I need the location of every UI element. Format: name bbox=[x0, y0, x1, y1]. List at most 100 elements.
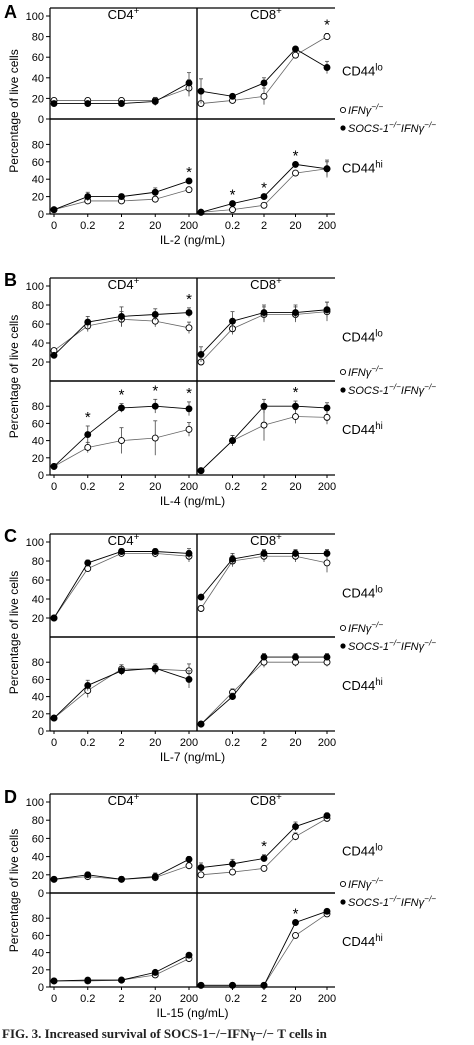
y-tick-label: 60 bbox=[32, 674, 44, 686]
data-point-ifng bbox=[292, 833, 299, 841]
row-label-hi: CD44hi bbox=[342, 159, 383, 175]
legend-marker-open bbox=[339, 624, 347, 632]
subplot-cd8-lo: * bbox=[197, 812, 331, 879]
row-label-hi: CD44hi bbox=[342, 421, 383, 437]
data-point-socs1-ifng bbox=[118, 193, 125, 201]
data-point-socs1-ifng bbox=[84, 976, 92, 984]
row-label-hi: CD44hi bbox=[342, 933, 383, 949]
x-tick-label: 0 bbox=[51, 220, 57, 232]
data-point-socs1-ifng bbox=[229, 555, 236, 563]
data-point-socs1-ifng bbox=[118, 100, 125, 108]
x-tick-label: 0.2 bbox=[80, 220, 95, 232]
data-point-socs1-ifng bbox=[185, 177, 193, 185]
y-tick-label: 100 bbox=[26, 797, 44, 809]
legend-label: SOCS-1−/−IFNγ−/− bbox=[348, 639, 436, 653]
data-point-socs1-ifng bbox=[260, 402, 268, 410]
data-point-ifng bbox=[292, 931, 299, 939]
legend-marker-filled bbox=[340, 899, 346, 905]
data-point-socs1-ifng bbox=[84, 100, 92, 108]
x-tick-label: 2 bbox=[261, 993, 267, 1005]
x-tick-label: 0.2 bbox=[80, 993, 95, 1005]
y-tick-label: 40 bbox=[32, 436, 44, 448]
x-axis-label: IL-7 (ng/mL) bbox=[160, 750, 225, 764]
data-point-ifng bbox=[84, 444, 92, 451]
x-tick-label: 2 bbox=[261, 481, 267, 493]
significance-star: * bbox=[186, 291, 192, 308]
panel-label: C bbox=[4, 526, 17, 546]
data-point-socs1-ifng bbox=[197, 467, 205, 475]
data-point-socs1-ifng bbox=[229, 92, 236, 100]
subplot-cd8-hi: * bbox=[197, 906, 331, 989]
data-point-socs1-ifng bbox=[118, 548, 125, 555]
y-tick-label: 40 bbox=[32, 852, 44, 864]
y-tick-label: 40 bbox=[32, 73, 44, 85]
legend-marker-open bbox=[339, 880, 347, 888]
legend-marker-filled bbox=[340, 643, 346, 649]
subplot-cd8-hi: * * * bbox=[197, 147, 331, 216]
y-tick-label: 100 bbox=[26, 281, 44, 293]
legend-marker-open bbox=[339, 106, 347, 114]
x-tick-label: 0.2 bbox=[225, 993, 240, 1005]
y-tick-label: 0 bbox=[38, 470, 44, 482]
x-tick-label: 0.2 bbox=[80, 481, 95, 493]
data-point-ifng bbox=[151, 195, 159, 203]
data-point-socs1-ifng bbox=[151, 311, 159, 318]
x-axis-label: IL-2 (ng/mL) bbox=[160, 233, 225, 247]
data-point-socs1-ifng bbox=[292, 823, 299, 831]
data-point-socs1-ifng bbox=[229, 860, 236, 868]
y-tick-label: 80 bbox=[32, 556, 44, 568]
data-point-socs1-ifng bbox=[292, 160, 299, 168]
column-header: CD8+ bbox=[250, 276, 282, 292]
data-point-socs1-ifng bbox=[229, 437, 236, 445]
x-tick-label: 0 bbox=[51, 481, 57, 493]
y-tick-label: 80 bbox=[32, 300, 44, 312]
y-axis-label: Percentage of live cells bbox=[7, 571, 21, 694]
data-point-ifng bbox=[151, 434, 159, 442]
y-tick-label: 80 bbox=[32, 815, 44, 827]
significance-star: * bbox=[186, 164, 192, 181]
y-tick-label: 20 bbox=[32, 613, 44, 625]
x-tick-label: 2 bbox=[118, 220, 124, 232]
series-line bbox=[53, 667, 190, 719]
significance-star: * bbox=[261, 180, 267, 197]
data-point-ifng bbox=[260, 864, 268, 872]
data-point-socs1-ifng bbox=[292, 919, 299, 926]
data-point-socs1-ifng bbox=[185, 951, 193, 959]
data-point-socs1-ifng bbox=[197, 87, 205, 95]
subplot-cd4-lo bbox=[50, 548, 193, 622]
data-point-ifng bbox=[292, 169, 299, 177]
y-tick-label: 20 bbox=[32, 870, 44, 882]
data-point-socs1-ifng bbox=[151, 188, 159, 196]
column-header: CD8+ bbox=[250, 792, 282, 808]
data-point-ifng bbox=[185, 186, 193, 194]
data-point-socs1-ifng bbox=[292, 309, 299, 317]
data-point-ifng bbox=[323, 33, 331, 41]
data-point-socs1-ifng bbox=[229, 317, 236, 325]
subplot-cd8-lo bbox=[197, 549, 331, 612]
series-line bbox=[200, 555, 328, 609]
row-label-hi: CD44hi bbox=[342, 677, 383, 693]
panel-label: D bbox=[4, 787, 17, 807]
data-point-socs1-ifng bbox=[323, 64, 331, 71]
data-point-ifng bbox=[185, 862, 193, 870]
x-tick-label: 2 bbox=[118, 737, 124, 749]
data-point-socs1-ifng bbox=[323, 907, 331, 915]
data-point-socs1-ifng bbox=[260, 981, 268, 989]
x-tick-label: 200 bbox=[180, 993, 198, 1005]
significance-star: * bbox=[293, 147, 299, 164]
data-point-socs1-ifng bbox=[118, 976, 125, 984]
data-point-socs1-ifng bbox=[185, 79, 193, 87]
y-tick-label: 40 bbox=[32, 692, 44, 704]
legend-label: IFNγ−/− bbox=[348, 365, 383, 379]
x-tick-label: 20 bbox=[289, 481, 301, 493]
data-point-socs1-ifng bbox=[292, 402, 299, 410]
legend-marker-open bbox=[339, 368, 347, 376]
significance-star: * bbox=[261, 838, 267, 855]
series-line bbox=[201, 910, 328, 986]
data-point-socs1-ifng bbox=[84, 871, 92, 879]
subplot-cd8-lo: * bbox=[197, 17, 331, 108]
x-tick-label: 20 bbox=[289, 993, 301, 1005]
data-point-socs1-ifng bbox=[118, 875, 125, 883]
data-point-socs1-ifng bbox=[229, 981, 236, 989]
x-axis-label: IL-4 (ng/mL) bbox=[160, 494, 225, 508]
